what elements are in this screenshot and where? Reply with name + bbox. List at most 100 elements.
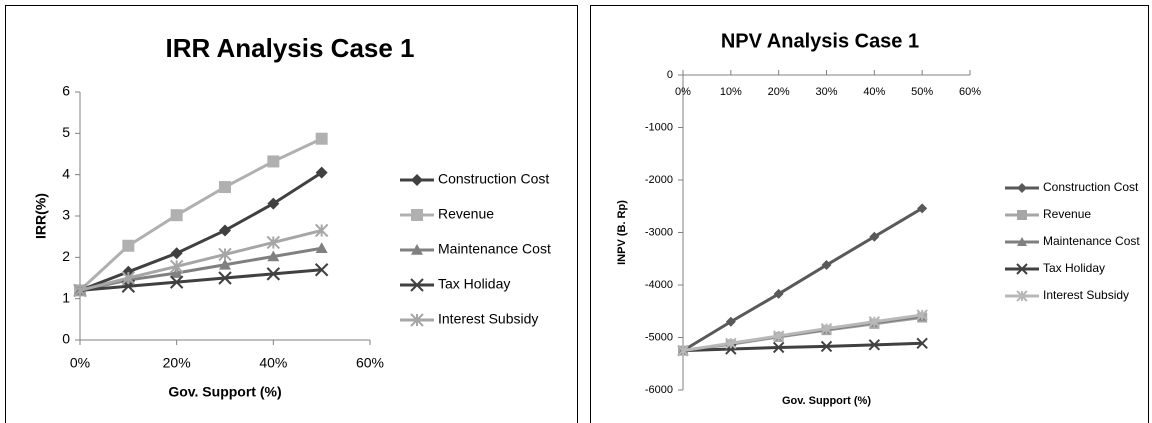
marker-shape (170, 209, 183, 222)
y-axis-label: IRR(%) (33, 193, 49, 239)
marker (314, 263, 329, 277)
marker-shape (868, 316, 881, 328)
marker-shape (267, 155, 280, 168)
marker-shape (219, 258, 231, 270)
marker-shape (411, 174, 423, 186)
marker-shape (314, 223, 329, 238)
marker-shape (121, 271, 136, 285)
marker (267, 155, 280, 168)
series-line (79, 229, 323, 292)
y-tick-label: -3000 (645, 226, 673, 238)
series-line (682, 207, 923, 352)
marker-shape (73, 283, 87, 298)
marker-shape (916, 337, 928, 349)
legend-label: Construction Cost (1043, 180, 1139, 194)
x-tick-label: 10% (720, 86, 742, 98)
marker-shape (218, 271, 232, 285)
marker (218, 271, 232, 285)
marker-shape (315, 132, 328, 145)
marker (267, 250, 280, 262)
marker-shape (725, 316, 736, 327)
marker (315, 166, 328, 179)
y-tick-label: 6 (62, 83, 70, 99)
y-tick-label: 0 (667, 69, 673, 81)
marker (219, 181, 231, 194)
legend-label: Construction Cost (438, 171, 549, 187)
marker-shape (170, 267, 183, 278)
x-tick-label: 40% (863, 86, 885, 98)
series-line (79, 246, 322, 292)
marker (121, 271, 136, 285)
marker (1016, 263, 1028, 275)
marker-shape (1017, 237, 1027, 246)
marker (916, 309, 928, 321)
series-line (682, 341, 923, 353)
x-tick-label: 20% (768, 86, 790, 98)
marker (266, 267, 281, 281)
series-line (79, 171, 323, 292)
x-tick-label: 20% (163, 355, 191, 371)
marker (1017, 237, 1027, 246)
marker (315, 132, 328, 145)
marker (266, 235, 281, 250)
y-tick-label: 0 (62, 331, 70, 347)
marker (170, 267, 183, 278)
x-tick-label: 50% (911, 86, 933, 98)
marker-shape (410, 278, 424, 292)
legend-label: Revenue (438, 206, 494, 222)
y-tick-label: 2 (62, 248, 70, 264)
chart-title: NPV Analysis Case 1 (721, 30, 919, 52)
marker (1017, 183, 1027, 193)
marker (170, 247, 183, 260)
marker-shape (772, 330, 785, 342)
series-line (78, 137, 323, 292)
y-tick-label: 3 (62, 207, 70, 223)
y-tick-label: -5000 (645, 331, 673, 343)
marker (820, 322, 833, 335)
x-tick-label: 0% (675, 86, 691, 98)
marker (868, 316, 881, 328)
marker (1017, 210, 1027, 220)
marker (916, 337, 928, 349)
marker (820, 340, 833, 353)
marker (725, 337, 737, 349)
marker-shape (169, 275, 184, 289)
legend-label: Maintenance Cost (438, 241, 551, 257)
marker-shape (1016, 263, 1028, 275)
marker-shape (122, 239, 135, 252)
marker (411, 244, 423, 255)
y-axis-label: INPV (B. Rp) (616, 200, 628, 265)
marker-shape (411, 244, 423, 255)
y-tick-label: -4000 (645, 279, 673, 291)
marker-shape (773, 288, 784, 299)
marker-shape (725, 337, 737, 349)
marker-shape (266, 267, 281, 281)
x-tick-label: 60% (959, 86, 981, 98)
marker (773, 288, 784, 299)
marker-shape (916, 309, 928, 321)
y-tick-label: -6000 (645, 384, 673, 396)
marker (122, 239, 135, 252)
legend-label: Tax Holiday (1043, 261, 1105, 275)
marker (821, 260, 832, 271)
series-line (79, 268, 322, 292)
marker-shape (410, 313, 424, 327)
marker (170, 209, 183, 222)
marker (218, 247, 232, 262)
marker (267, 197, 280, 210)
legend-label: Maintenance Cost (1043, 234, 1140, 248)
x-axis-label: Gov. Support (%) (782, 395, 871, 407)
marker-shape (267, 197, 280, 210)
marker (411, 174, 423, 186)
marker-shape (772, 341, 785, 354)
marker (410, 313, 424, 327)
y-tick-label: 5 (62, 124, 70, 140)
marker (315, 242, 328, 254)
marker-shape (266, 235, 281, 250)
marker (869, 231, 880, 242)
marker-shape (917, 203, 928, 214)
panel-border (5, 5, 578, 423)
marker (772, 330, 785, 342)
marker-shape (219, 224, 231, 237)
marker-shape (315, 242, 328, 254)
